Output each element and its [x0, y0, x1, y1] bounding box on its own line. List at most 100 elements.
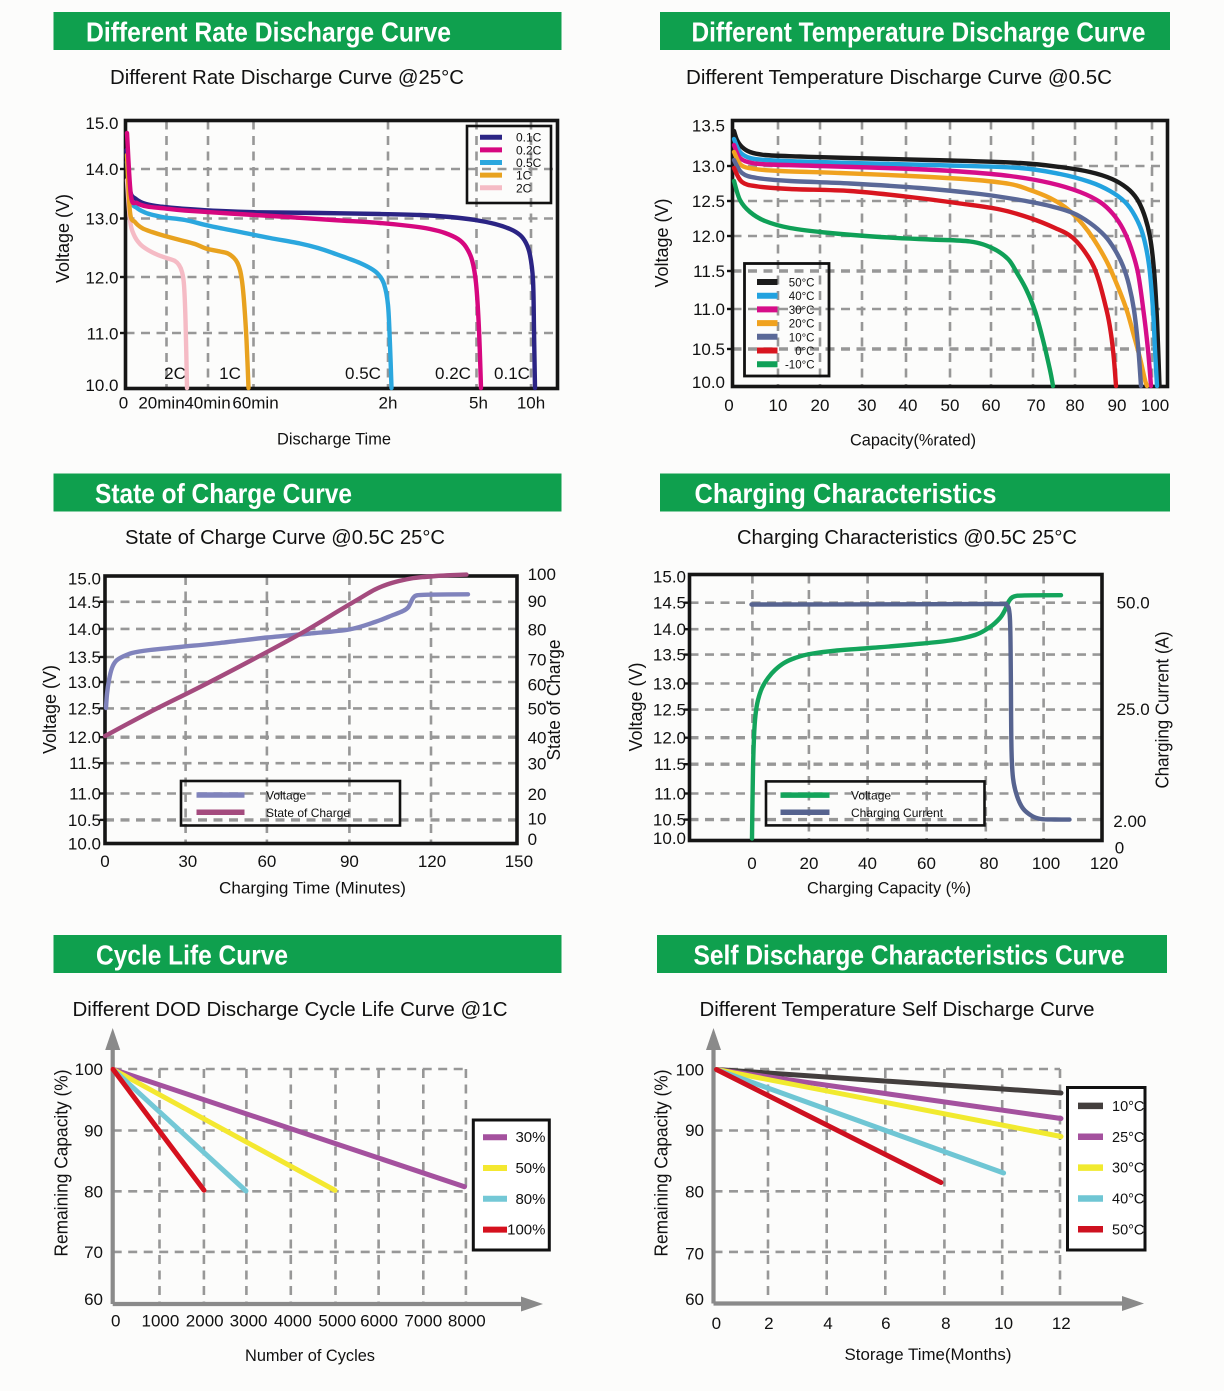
svg-text:80: 80 — [1066, 396, 1085, 415]
svg-text:50°C: 50°C — [1112, 1222, 1144, 1238]
svg-text:2C: 2C — [516, 181, 532, 195]
svg-text:80: 80 — [980, 854, 999, 873]
svg-text:2: 2 — [764, 1314, 773, 1333]
svg-text:50: 50 — [941, 396, 960, 415]
svg-text:15.0: 15.0 — [653, 568, 686, 587]
svg-text:60: 60 — [917, 854, 936, 873]
svg-text:Different Rate Discharge Curve: Different Rate Discharge Curve @25°C — [110, 66, 464, 89]
svg-text:90: 90 — [1108, 396, 1127, 415]
svg-text:30%: 30% — [515, 1129, 545, 1146]
svg-text:10.5: 10.5 — [68, 811, 101, 830]
svg-text:120: 120 — [1090, 854, 1118, 873]
svg-text:70: 70 — [685, 1244, 704, 1263]
svg-text:Different Temperature Self Dis: Different Temperature Self Discharge Cur… — [700, 998, 1095, 1021]
svg-text:Capacity(%rated): Capacity(%rated) — [850, 431, 976, 450]
svg-text:10: 10 — [528, 810, 547, 829]
svg-text:1C: 1C — [219, 364, 241, 383]
svg-text:80: 80 — [685, 1182, 704, 1201]
svg-text:10.0: 10.0 — [692, 373, 725, 392]
svg-text:30: 30 — [178, 852, 197, 871]
svg-text:80: 80 — [84, 1182, 103, 1201]
svg-text:2C: 2C — [164, 364, 186, 383]
svg-text:Different DOD Discharge Cycle: Different DOD Discharge Cycle Life Curve… — [73, 998, 508, 1021]
svg-text:90: 90 — [528, 592, 547, 611]
svg-text:40: 40 — [858, 854, 877, 873]
svg-text:30°C: 30°C — [1112, 1161, 1144, 1177]
svg-text:12.0: 12.0 — [68, 728, 101, 747]
svg-text:Charging Capacity (%): Charging Capacity (%) — [807, 879, 971, 898]
svg-text:2.00: 2.00 — [1113, 812, 1146, 831]
svg-text:50%: 50% — [515, 1160, 545, 1177]
svg-text:150: 150 — [505, 852, 533, 871]
svg-text:100%: 100% — [507, 1222, 545, 1239]
svg-text:25°C: 25°C — [1112, 1130, 1144, 1146]
svg-text:15.0: 15.0 — [85, 114, 118, 133]
svg-text:14.5: 14.5 — [653, 594, 686, 613]
svg-text:0.5C: 0.5C — [516, 156, 542, 170]
svg-text:5000: 5000 — [318, 1312, 356, 1331]
svg-text:2h: 2h — [379, 394, 398, 413]
svg-text:100: 100 — [528, 565, 556, 584]
svg-text:12.0: 12.0 — [692, 227, 725, 246]
svg-text:0: 0 — [747, 854, 756, 873]
svg-text:4000: 4000 — [274, 1312, 312, 1331]
svg-text:0: 0 — [100, 852, 109, 871]
svg-text:0: 0 — [528, 830, 537, 849]
svg-text:0: 0 — [111, 1312, 120, 1331]
svg-text:13.0: 13.0 — [692, 157, 725, 176]
svg-text:1000: 1000 — [141, 1312, 179, 1331]
svg-text:100: 100 — [1032, 854, 1060, 873]
svg-text:60: 60 — [257, 852, 276, 871]
svg-text:60: 60 — [982, 396, 1001, 415]
svg-text:20: 20 — [811, 396, 830, 415]
svg-text:10.0: 10.0 — [85, 376, 118, 395]
svg-text:120: 120 — [418, 852, 446, 871]
svg-text:Charging Characteristics: Charging Characteristics — [695, 478, 997, 509]
svg-text:State of Charge Curve @0.5C 25: State of Charge Curve @0.5C 25°C — [125, 526, 445, 549]
svg-text:13.5: 13.5 — [68, 648, 101, 667]
svg-text:10°C: 10°C — [789, 332, 815, 344]
svg-text:Charging Characteristics @0.5C: Charging Characteristics @0.5C 25°C — [737, 526, 1077, 549]
svg-text:Voltage (V): Voltage (V) — [626, 663, 646, 752]
svg-text:Voltage (V): Voltage (V) — [53, 194, 73, 283]
svg-text:10: 10 — [994, 1314, 1013, 1333]
svg-text:13.0: 13.0 — [68, 673, 101, 692]
svg-text:80: 80 — [528, 620, 547, 639]
svg-text:0: 0 — [119, 394, 128, 413]
svg-text:13.5: 13.5 — [653, 646, 686, 665]
svg-text:100: 100 — [75, 1060, 103, 1079]
svg-text:6000: 6000 — [360, 1312, 398, 1331]
svg-text:State of Charge: State of Charge — [266, 806, 350, 820]
svg-text:0.2C: 0.2C — [516, 143, 542, 157]
svg-text:Different Temperature Discharg: Different Temperature Discharge Curve — [692, 17, 1146, 48]
svg-text:10.5: 10.5 — [653, 811, 686, 830]
svg-text:Number of Cycles: Number of Cycles — [245, 1346, 375, 1365]
svg-text:2000: 2000 — [186, 1312, 224, 1331]
svg-text:0: 0 — [1115, 839, 1124, 858]
svg-text:0.1C: 0.1C — [516, 131, 542, 145]
svg-text:70: 70 — [528, 651, 547, 670]
svg-text:40°C: 40°C — [1112, 1191, 1144, 1207]
svg-text:40: 40 — [899, 396, 918, 415]
svg-text:60min: 60min — [232, 394, 278, 413]
svg-text:Voltage (V): Voltage (V) — [40, 665, 60, 754]
svg-text:1C: 1C — [516, 169, 532, 183]
svg-text:20°C: 20°C — [789, 319, 815, 331]
svg-text:14.0: 14.0 — [85, 160, 118, 179]
svg-text:13.5: 13.5 — [692, 116, 725, 135]
svg-text:30°C: 30°C — [789, 305, 815, 317]
svg-text:50.0: 50.0 — [1117, 594, 1150, 613]
svg-text:Charging Current: Charging Current — [851, 806, 944, 820]
svg-text:0.1C: 0.1C — [494, 364, 530, 383]
svg-text:40°C: 40°C — [789, 291, 815, 303]
svg-text:Charging Time (Minutes): Charging Time (Minutes) — [219, 879, 406, 898]
svg-text:70: 70 — [84, 1243, 103, 1262]
svg-text:State of Charge: State of Charge — [544, 640, 564, 761]
svg-text:0.2C: 0.2C — [435, 364, 471, 383]
svg-text:4: 4 — [823, 1314, 832, 1333]
svg-text:15.0: 15.0 — [68, 569, 101, 588]
svg-text:25.0: 25.0 — [1117, 700, 1150, 719]
svg-text:20: 20 — [800, 854, 819, 873]
svg-text:20min: 20min — [138, 394, 184, 413]
svg-text:7000: 7000 — [404, 1312, 442, 1331]
